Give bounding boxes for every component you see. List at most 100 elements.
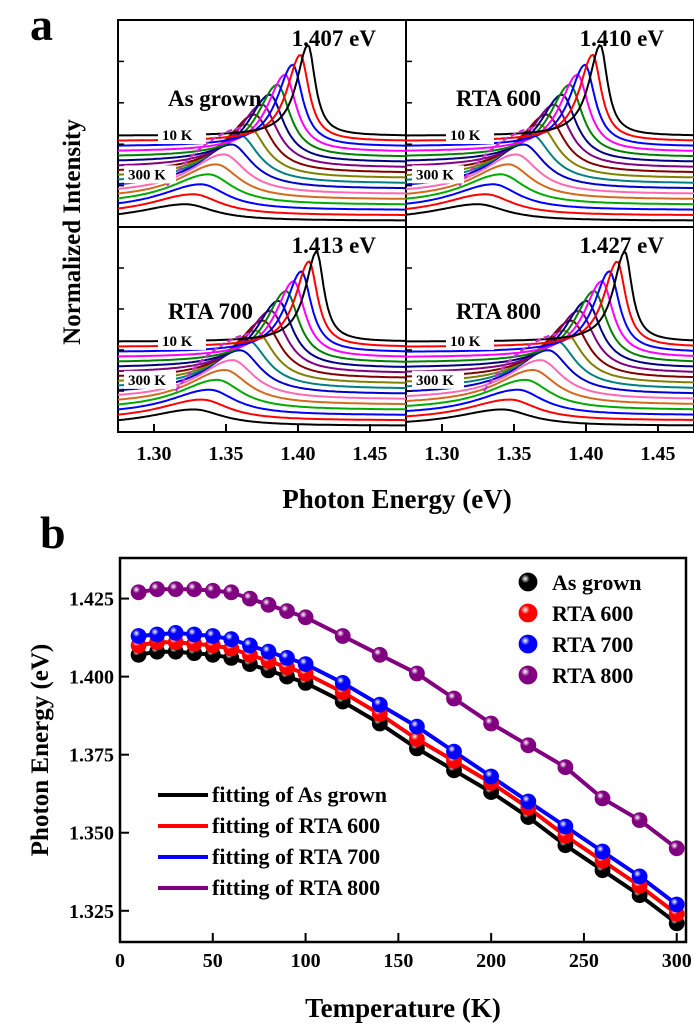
spectrum-curve (406, 73, 694, 152)
data-point (408, 665, 425, 682)
panel-b-plot: 0 50 100 150 200 250 300 1.325 1.350 1.375 1.400 1.… (27, 556, 692, 1023)
spectrum-curve (118, 368, 406, 405)
spectrum-curve (406, 280, 694, 358)
label-300k: 300 K (124, 370, 176, 389)
spectrum-curve (118, 280, 406, 358)
spectrum-curve (406, 163, 694, 200)
spectrum-curve (118, 408, 406, 427)
label-300k: 300 K (124, 165, 176, 184)
spectrum-curve (406, 93, 694, 163)
data-point (223, 584, 240, 601)
spectrum-curve (406, 359, 694, 400)
label-10k-text: 10 K (450, 128, 481, 144)
panel-b-frame (118, 556, 688, 944)
data-point (186, 581, 203, 598)
spectrum-curve (118, 63, 406, 147)
data-point (446, 690, 462, 707)
label-300k-text: 300 K (128, 167, 166, 183)
data-point (167, 581, 184, 598)
data-point (631, 868, 648, 885)
fit-line-rta-800 (138, 587, 678, 850)
data-point (334, 675, 351, 691)
spectrum-curve (406, 270, 694, 353)
x-tick-label: 50 (203, 950, 223, 972)
x-tick-label: 1.30 (137, 443, 172, 465)
peak-shift-arrow (482, 332, 561, 392)
label-10k-text: 10 K (162, 334, 193, 350)
data-point (483, 768, 500, 785)
data-point (241, 590, 258, 607)
subplot-rta-700: 1.413 eV RTA 700 10 K 300 K 1.30 1.35 1.40 1.45 (118, 233, 406, 465)
legend-marker (518, 572, 538, 592)
spectrum-curve (118, 173, 406, 206)
data-point (668, 896, 685, 913)
spectrum-curve (406, 63, 694, 147)
data-point (594, 790, 611, 807)
subplot-rta-600: 1.410 eV RTA 600 10 K 300 K (406, 26, 694, 222)
x-tick-label: 1.40 (281, 443, 316, 465)
spectrum-curve (406, 408, 694, 427)
legend-label: RTA 600 (552, 601, 633, 626)
x-tick-label: 1.35 (497, 443, 532, 465)
spectrum-curve (118, 93, 406, 163)
x-tick-label: 1.35 (209, 443, 244, 465)
spectrum-curve (118, 203, 406, 222)
fit-legend-label: fitting of RTA 700 (212, 844, 380, 869)
sample-label: RTA 800 (456, 299, 541, 324)
sample-label: RTA 700 (168, 299, 253, 324)
legend-marker (518, 634, 538, 654)
label-300k-text: 300 K (416, 373, 454, 389)
peak-energy-label: 1.407 eV (292, 26, 377, 51)
data-point (594, 843, 611, 860)
data-point (186, 626, 203, 643)
x-tick-label: 1.45 (353, 443, 388, 465)
spectrum-curve (118, 83, 406, 158)
data-point (260, 643, 277, 660)
label-10k-text: 10 K (450, 334, 481, 350)
spectrum-curve (406, 83, 694, 158)
data-point (483, 715, 500, 732)
peak-energy-label: 1.413 eV (292, 233, 377, 258)
fit-legend-label: fitting of RTA 800 (212, 875, 380, 900)
x-tick-label: 150 (383, 950, 413, 972)
x-tick-label: 200 (476, 950, 506, 972)
data-point (631, 812, 648, 829)
spectrum-curve (406, 378, 694, 411)
legend-label: RTA 700 (552, 632, 633, 657)
subplot-rta-800: 1.427 eV RTA 800 10 K 300 K 1.30 1.35 1.40 1.45 (406, 233, 694, 465)
data-point (557, 759, 574, 776)
x-tick-label: 300 (662, 950, 692, 972)
data-point (149, 581, 166, 598)
spectrum-curve (406, 398, 694, 421)
data-point (260, 596, 277, 613)
peak-energy-label: 1.410 eV (580, 26, 665, 51)
x-tick-label: 0 (115, 950, 125, 972)
y-tick-label: 1.375 (69, 745, 114, 767)
data-point (130, 628, 147, 644)
data-point (241, 637, 258, 654)
data-point (297, 656, 314, 672)
legend-marker (518, 603, 538, 623)
y-tick-label: 1.350 (69, 823, 114, 845)
panel-a-label: a (30, 0, 53, 50)
spectrum-curve (406, 369, 694, 405)
spectrum-curve (118, 163, 406, 200)
panel-a-x-axis-label: Photon Energy (eV) (282, 484, 511, 514)
x-tick-label: 250 (569, 950, 599, 972)
data-point (204, 628, 221, 644)
x-tick-label: 1.45 (641, 443, 676, 465)
label-300k-text: 300 K (128, 373, 166, 389)
data-point (334, 628, 351, 644)
legend-label: As grown (552, 570, 641, 595)
data-point (149, 626, 166, 643)
peak-shift-arrow (458, 126, 536, 187)
spectrum-curve (406, 183, 694, 211)
x-tick-label: 100 (291, 950, 321, 972)
label-10k: 10 K (446, 126, 494, 145)
y-axis-label: Photon Energy (eV) (27, 644, 54, 856)
spectrum-curve (118, 73, 406, 152)
y-tick-label: 1.400 (69, 667, 114, 689)
data-point (408, 718, 425, 735)
x-tick-label: 1.30 (425, 443, 460, 465)
